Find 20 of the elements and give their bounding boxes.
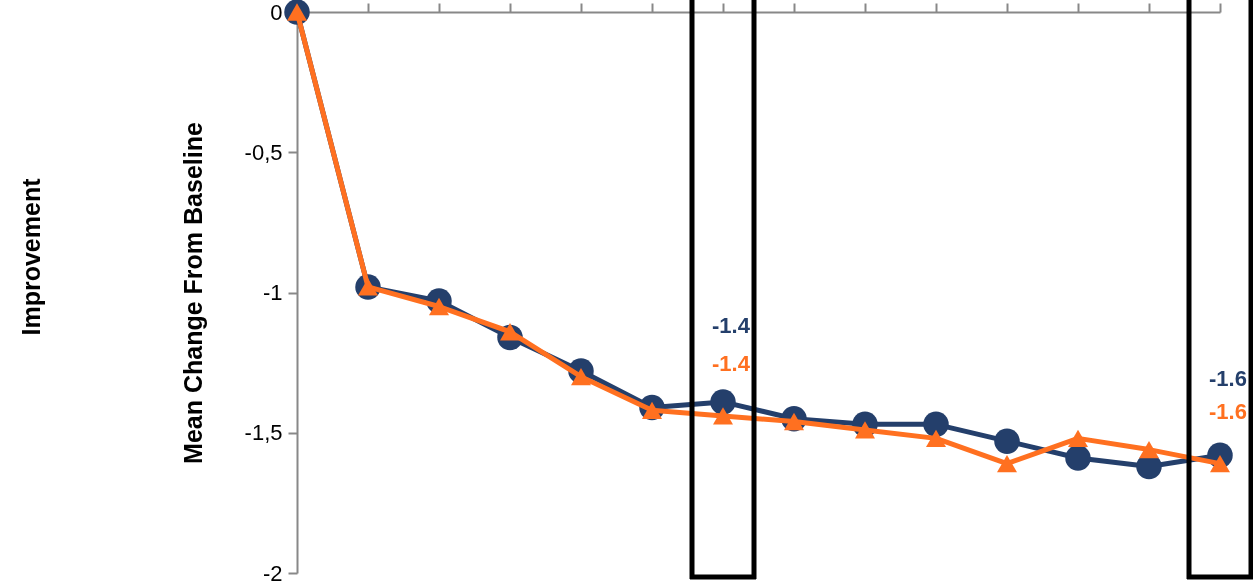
point bbox=[1139, 440, 1159, 459]
y-tick-label: -2 bbox=[262, 560, 283, 586]
data-label: -1.4 bbox=[712, 312, 751, 338]
point bbox=[1065, 445, 1091, 471]
data-label: -1.4 bbox=[712, 350, 751, 376]
y-axis-title: Mean Change From Baseline bbox=[178, 122, 207, 464]
data-label: -1.6 bbox=[1209, 398, 1247, 424]
data-label: -1.6 bbox=[1209, 366, 1247, 392]
y-tick-label: 0 bbox=[270, 0, 283, 25]
point bbox=[713, 407, 733, 425]
text: Improvement bbox=[17, 177, 45, 336]
y-tick-label: -1 bbox=[262, 280, 283, 305]
y-tick-label: -1,5 bbox=[244, 420, 283, 446]
point bbox=[923, 411, 949, 438]
point bbox=[1068, 429, 1088, 448]
point bbox=[926, 429, 946, 448]
point bbox=[994, 428, 1020, 454]
point bbox=[710, 389, 736, 415]
y-tick-label: -0,5 bbox=[244, 139, 283, 165]
point bbox=[997, 454, 1017, 473]
